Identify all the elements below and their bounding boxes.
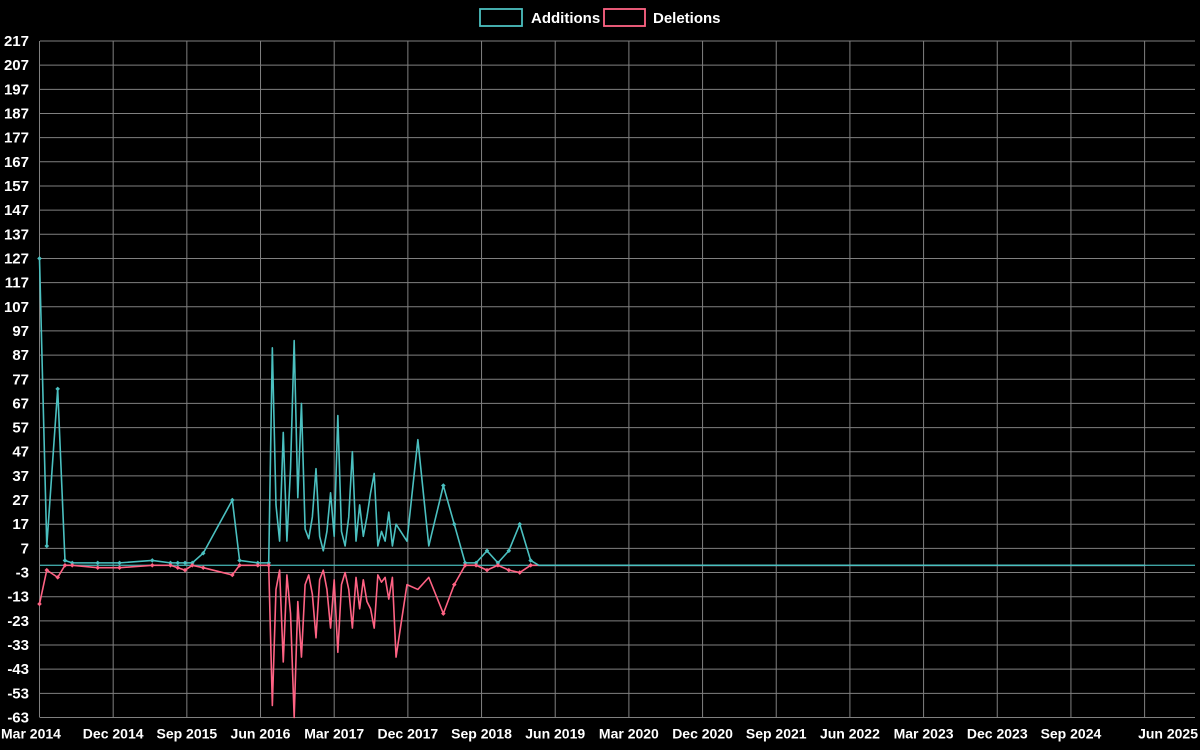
svg-text:47: 47 xyxy=(12,444,29,461)
svg-text:17: 17 xyxy=(12,516,29,533)
svg-text:Sep 2024: Sep 2024 xyxy=(1041,726,1102,742)
svg-text:57: 57 xyxy=(12,420,29,437)
svg-text:37: 37 xyxy=(12,468,29,485)
svg-text:137: 137 xyxy=(4,226,29,243)
svg-text:7: 7 xyxy=(21,540,29,557)
svg-text:Jun 2019: Jun 2019 xyxy=(525,726,585,742)
svg-text:147: 147 xyxy=(4,202,29,219)
svg-text:177: 177 xyxy=(4,130,29,147)
svg-text:Sep 2015: Sep 2015 xyxy=(156,726,217,742)
svg-text:Sep 2021: Sep 2021 xyxy=(746,726,807,742)
svg-text:107: 107 xyxy=(4,299,29,316)
svg-text:Jun 2016: Jun 2016 xyxy=(231,726,291,742)
svg-text:-23: -23 xyxy=(7,613,29,630)
svg-text:Dec 2023: Dec 2023 xyxy=(967,726,1028,742)
svg-text:77: 77 xyxy=(12,371,29,388)
svg-text:Jun 2025: Jun 2025 xyxy=(1138,726,1198,742)
svg-text:-53: -53 xyxy=(7,685,29,702)
svg-text:Dec 2014: Dec 2014 xyxy=(83,726,144,742)
svg-text:-33: -33 xyxy=(7,637,29,654)
svg-text:197: 197 xyxy=(4,81,29,98)
svg-text:Sep 2018: Sep 2018 xyxy=(451,726,512,742)
svg-text:27: 27 xyxy=(12,492,29,509)
svg-text:Mar 2023: Mar 2023 xyxy=(894,726,954,742)
svg-text:117: 117 xyxy=(5,275,29,292)
svg-text:157: 157 xyxy=(4,178,29,195)
svg-text:87: 87 xyxy=(12,347,29,364)
svg-text:97: 97 xyxy=(12,323,29,340)
svg-text:Dec 2017: Dec 2017 xyxy=(378,726,439,742)
svg-text:167: 167 xyxy=(4,154,29,171)
svg-text:67: 67 xyxy=(12,395,29,412)
svg-text:207: 207 xyxy=(4,57,29,74)
svg-text:-13: -13 xyxy=(7,589,29,606)
svg-text:217: 217 xyxy=(4,33,29,50)
svg-text:Additions: Additions xyxy=(531,10,600,27)
svg-text:Jun 2022: Jun 2022 xyxy=(820,726,880,742)
svg-text:Mar 2017: Mar 2017 xyxy=(304,726,364,742)
svg-text:127: 127 xyxy=(4,250,29,267)
svg-text:Dec 2020: Dec 2020 xyxy=(672,726,733,742)
svg-text:Mar 2020: Mar 2020 xyxy=(599,726,659,742)
svg-text:187: 187 xyxy=(4,105,29,122)
svg-text:Deletions: Deletions xyxy=(653,10,721,27)
svg-text:-3: -3 xyxy=(16,565,29,582)
svg-text:Mar 2014: Mar 2014 xyxy=(1,726,61,742)
svg-text:-43: -43 xyxy=(7,661,29,678)
svg-text:-63: -63 xyxy=(7,710,29,727)
